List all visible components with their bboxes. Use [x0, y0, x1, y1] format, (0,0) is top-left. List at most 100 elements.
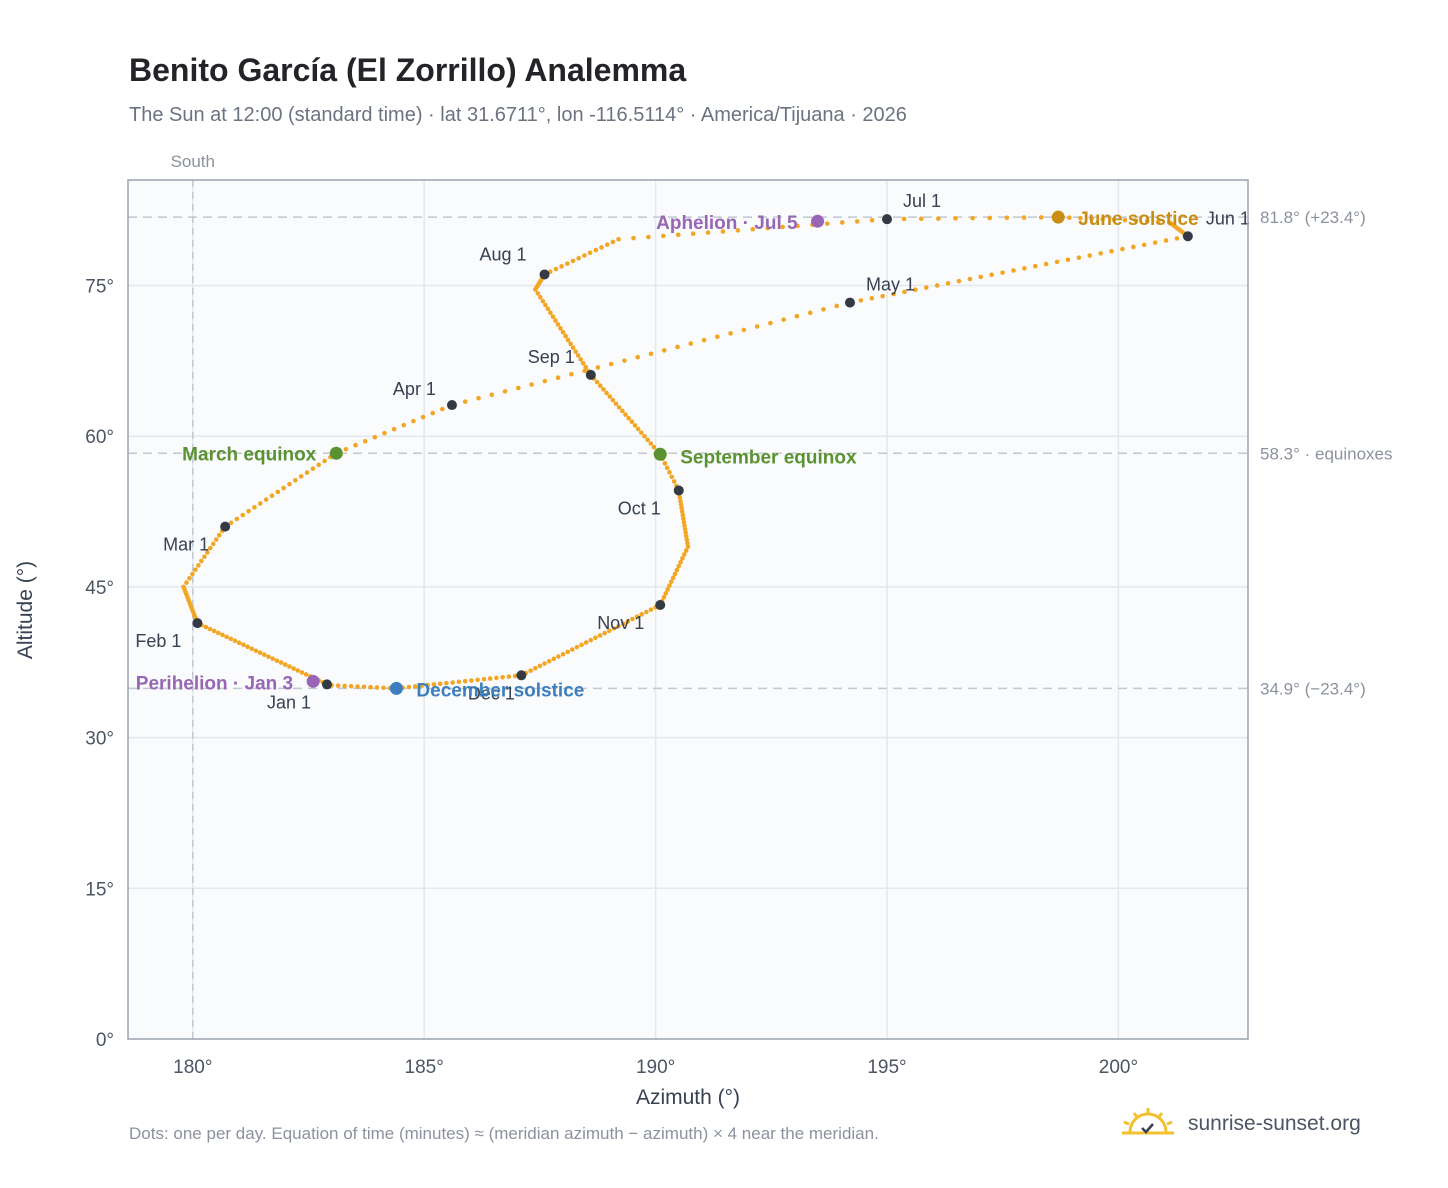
daily-dot	[583, 364, 589, 370]
daily-dot	[678, 498, 683, 504]
daily-dot	[683, 548, 689, 553]
daily-dot	[245, 644, 250, 650]
daily-dot	[216, 532, 222, 538]
daily-dot	[613, 401, 619, 407]
daily-dot	[635, 354, 641, 360]
daily-dot	[579, 642, 584, 648]
daily-dot	[298, 474, 304, 479]
daily-dot	[430, 410, 435, 416]
daily-dot	[608, 361, 614, 367]
daily-dot	[211, 628, 217, 634]
daily-dot	[669, 474, 675, 480]
event-marker	[329, 446, 343, 460]
daily-dot	[891, 291, 896, 297]
daily-dot	[970, 215, 975, 221]
daily-dot	[489, 392, 495, 398]
daily-dot	[570, 345, 576, 351]
daily-dot	[680, 556, 685, 561]
daily-dot	[674, 567, 680, 573]
daily-dot	[1089, 216, 1094, 221]
daily-dot	[648, 607, 654, 612]
x-tick-label: 200°	[1099, 1057, 1138, 1078]
daily-dot	[682, 526, 688, 532]
daily-dot	[1022, 266, 1027, 271]
daily-dot	[213, 537, 219, 542]
daily-dot	[594, 379, 600, 385]
daily-dot	[780, 224, 785, 230]
daily-dot	[353, 442, 358, 448]
month-label: Jul 1	[903, 191, 941, 211]
daily-dot	[1131, 244, 1136, 250]
daily-dot	[604, 390, 609, 396]
x-axis-label: Azimuth (°)	[636, 1086, 740, 1109]
brand[interactable]: sunrise-sunset.org	[1120, 1104, 1361, 1144]
daily-dot	[565, 261, 570, 266]
daily-dot	[685, 540, 690, 546]
daily-dot	[374, 685, 380, 690]
daily-dot	[475, 677, 480, 683]
daily-dot	[599, 245, 604, 250]
daily-dot	[632, 423, 638, 428]
daily-dot	[287, 481, 292, 487]
daily-dot	[550, 314, 556, 319]
daily-dot	[316, 462, 322, 468]
plot-background	[128, 180, 1248, 1039]
daily-dot	[781, 317, 786, 322]
daily-dot	[956, 278, 962, 284]
daily-dot	[854, 219, 860, 224]
daily-dot	[560, 329, 566, 335]
daily-dot	[1122, 217, 1128, 223]
daily-dot	[419, 683, 424, 689]
daily-dot	[945, 281, 951, 286]
event-label: Perihelion · Jan 3	[136, 673, 293, 694]
daily-dot	[638, 430, 644, 435]
month-label: Jan 1	[267, 692, 311, 712]
daily-dot	[1004, 215, 1010, 221]
daily-dot	[372, 434, 378, 440]
daily-dot	[487, 676, 493, 681]
x-tick-label: 185°	[405, 1057, 444, 1078]
daily-dot	[936, 216, 941, 221]
daily-dot	[918, 216, 924, 222]
daily-dot	[631, 235, 636, 241]
event-marker	[389, 681, 403, 695]
daily-dot	[342, 683, 347, 689]
daily-dot	[553, 318, 558, 323]
month-label: Apr 1	[393, 379, 436, 399]
daily-dot	[348, 683, 354, 689]
daily-dot	[683, 530, 688, 535]
daily-dot	[494, 675, 499, 681]
daily-dot	[661, 594, 667, 600]
event-label: September equinox	[680, 447, 857, 468]
daily-dot	[193, 567, 198, 572]
month-marker	[673, 485, 684, 496]
daily-dot	[232, 638, 238, 644]
daily-dot	[228, 636, 234, 642]
daily-dot	[304, 470, 310, 475]
daily-dot	[569, 372, 574, 377]
daily-dot	[469, 678, 474, 683]
daily-dot	[669, 579, 674, 584]
axis-ticks: 180° 185° 190° 195° 200° 0° 15° 30° 45° 60° 75°	[85, 276, 1138, 1078]
daily-dot	[578, 357, 584, 362]
daily-dot	[303, 672, 309, 677]
daily-dot	[664, 465, 670, 471]
daily-dot	[610, 397, 616, 403]
month-marker	[585, 369, 596, 380]
month-marker	[882, 214, 893, 225]
x-tick-label: 180°	[173, 1057, 212, 1078]
daily-dot	[240, 512, 246, 518]
daily-dot	[679, 505, 684, 511]
daily-dot	[705, 230, 711, 235]
daily-dot	[953, 216, 958, 221]
daily-dot	[335, 683, 341, 688]
daily-dot	[546, 658, 552, 664]
daily-dot	[794, 313, 800, 319]
month-label: May 1	[866, 275, 915, 295]
daily-dot	[542, 378, 548, 384]
daily-dot	[205, 550, 210, 555]
month-marker	[322, 679, 333, 690]
daily-dot	[625, 619, 631, 624]
footnote: Dots: one per day. Equation of time (min…	[129, 1124, 879, 1143]
reference-lines: South 81.8° (+23.4°) 58.3° · equinoxes 34.9…	[128, 152, 1393, 1039]
